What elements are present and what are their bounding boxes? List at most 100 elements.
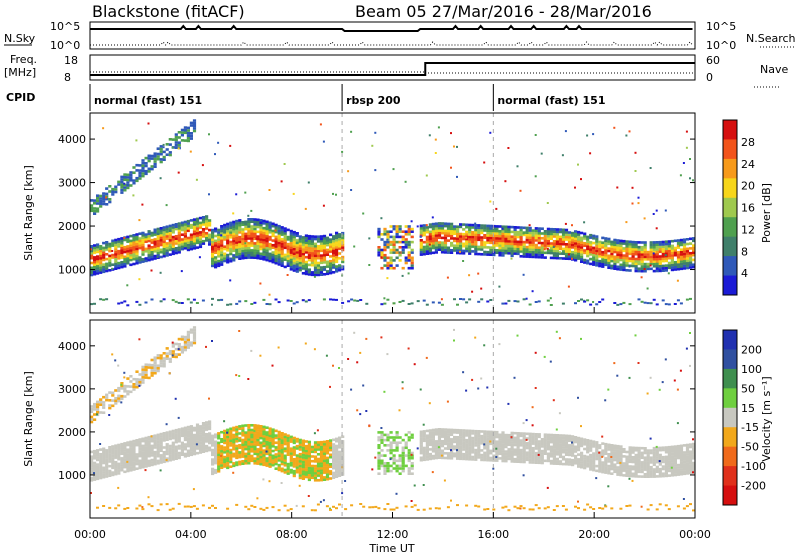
heat-cell [198,243,203,246]
heat-cell [189,150,192,153]
heat-cell [208,420,212,423]
colorbar-swatch [723,139,737,160]
heat-cell [504,302,508,305]
heat-cell [96,413,98,416]
heat-cell [492,430,496,434]
heat-cell [192,127,197,130]
heat-cell [183,131,187,135]
heat-cell [114,359,117,362]
heat-cell [313,476,318,480]
heat-cell [534,454,538,457]
heat-cell [253,254,257,257]
heat-cell [661,299,665,302]
heat-cell [117,486,120,489]
heat-cell [513,505,517,508]
heat-cell [147,157,151,160]
heat-cell [105,262,109,266]
heat-cell [649,250,653,254]
heat-cell [244,235,248,238]
heat-cell [123,255,127,259]
heat-cell [180,427,184,430]
heat-cell [640,267,644,271]
heat-cell [425,230,429,234]
heat-cell [90,479,94,482]
heat-cell [649,246,653,249]
heat-cell [138,237,142,240]
heat-cell [165,433,169,437]
heat-cell [274,261,278,265]
heat-cell [195,241,200,245]
heat-cell [667,261,671,265]
heat-cell [244,445,248,449]
heat-cell [229,465,233,468]
heat-cell [504,251,508,255]
heat-cell [177,301,181,304]
heat-cell [238,375,241,377]
heat-cell [558,462,563,466]
heat-cell [168,456,172,460]
heat-cell [271,463,275,467]
heat-cell [434,456,438,460]
heat-cell [168,508,172,511]
heat-cell [567,236,572,239]
heat-cell [510,460,514,463]
heat-cell [631,252,635,256]
heat-cell [522,226,526,230]
heat-cell [156,452,160,456]
heat-cell [220,457,224,460]
heat-cell [338,247,342,250]
heat-cell [153,441,157,445]
heat-cell [189,223,193,227]
heat-cell [564,245,569,248]
heat-cell [114,453,118,457]
heat-cell [322,461,327,465]
heat-cell [689,297,692,300]
heat-cell [159,227,163,230]
heat-cell [292,462,296,466]
heat-cell [238,462,242,466]
heat-cell [658,257,662,261]
heat-cell [162,455,166,459]
heat-cell [214,468,218,472]
heat-cell [456,504,459,507]
heat-cell [123,465,127,469]
heat-cell [332,445,336,449]
heat-cell [283,456,287,460]
heat-cell [265,230,269,233]
heat-cell [525,297,528,300]
heat-cell [365,302,369,305]
heat-cell [217,458,221,461]
heat-cell [313,474,318,477]
heat-cell [519,451,523,454]
heat-cell [528,245,532,249]
heat-cell [652,265,656,268]
heat-cell [120,442,124,446]
heat-cell [613,255,617,259]
ytick-label: 3000 [58,177,86,190]
heat-cell [567,253,570,256]
heat-cell [329,507,331,510]
heat-cell [183,227,187,231]
heat-cell [304,468,308,472]
heat-cell [265,431,269,434]
heat-cell [679,253,684,256]
heat-cell [214,457,218,460]
heat-cell [322,258,327,262]
heat-cell [180,453,184,456]
heat-cell [395,469,399,473]
heat-cell [156,244,160,248]
heat-cell [253,459,257,463]
heat-cell [301,444,305,447]
heat-cell [129,390,133,394]
heat-cell [543,452,547,455]
heat-cell [159,234,163,237]
heat-cell [126,284,129,287]
heat-cell [456,239,460,243]
nave-label: Nave [760,63,788,76]
heat-cell [443,229,448,233]
heat-cell [211,247,215,251]
heat-cell [265,232,269,236]
heat-cell [471,441,475,445]
heat-cell [537,442,541,446]
heat-cell [214,227,218,231]
